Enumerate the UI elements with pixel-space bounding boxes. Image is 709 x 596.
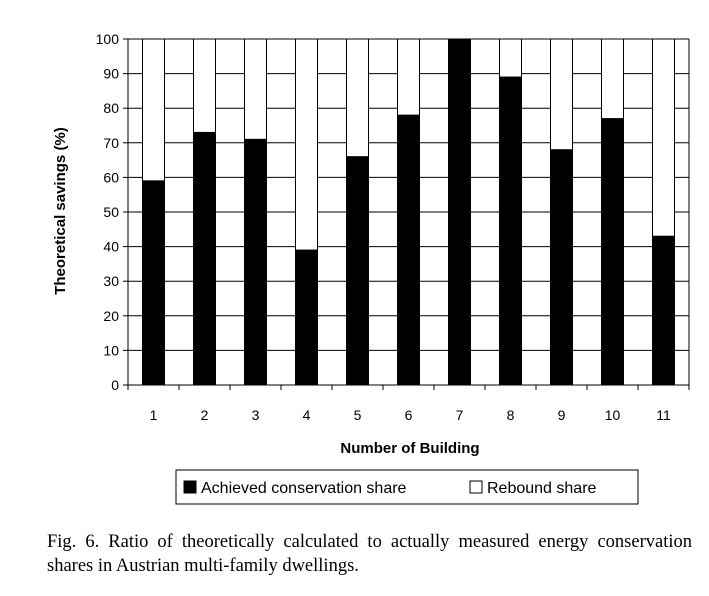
bar-rebound-2	[193, 38, 216, 133]
x-tick-label: 10	[605, 407, 621, 423]
bar-achieved-11	[652, 235, 675, 386]
x-tick-label: 6	[405, 407, 413, 423]
y-axis-title: Theoretical savings (%)	[52, 127, 69, 295]
x-tick-label: 2	[201, 407, 209, 423]
y-tick-label: 50	[103, 204, 119, 220]
bar-rebound-6	[397, 38, 420, 116]
bar-rebound-9	[550, 38, 573, 151]
legend: Achieved conservation share Rebound shar…	[175, 469, 639, 505]
legend-label-rebound: Rebound share	[487, 480, 597, 497]
bar-achieved-4	[295, 249, 318, 386]
y-tick-label: 0	[111, 377, 119, 393]
bar-achieved-10	[601, 118, 624, 386]
bars	[142, 38, 675, 386]
bar-achieved-8	[499, 76, 522, 386]
y-tick-label: 30	[103, 273, 119, 289]
bar-achieved-7	[448, 38, 471, 386]
y-tick-labels: 0 10 20 30 40 50 60 70 80 90 100	[96, 31, 128, 393]
y-tick-label: 10	[103, 342, 119, 358]
legend-swatch-rebound	[469, 480, 483, 494]
bar-rebound-11	[652, 38, 675, 237]
bar-rebound-10	[601, 38, 624, 120]
x-tick-label: 1	[150, 407, 158, 423]
bar-achieved-6	[397, 114, 420, 386]
y-tick-label: 80	[103, 100, 119, 116]
bar-achieved-1	[142, 180, 165, 386]
legend-box	[175, 469, 639, 505]
bar-achieved-3	[244, 138, 267, 386]
y-tick-label: 100	[96, 31, 120, 47]
x-tick-label: 5	[354, 407, 362, 423]
legend-swatch-achieved	[183, 480, 197, 494]
x-tick-label: 9	[558, 407, 566, 423]
bar-rebound-8	[499, 38, 522, 78]
y-tick-label: 60	[103, 169, 119, 185]
legend-label-achieved: Achieved conservation share	[201, 480, 407, 497]
x-tick-label: 4	[303, 407, 311, 423]
x-tick-label: 11	[656, 407, 671, 423]
bar-achieved-2	[193, 131, 216, 386]
y-tick-label: 20	[103, 308, 119, 324]
x-tick-labels: 1 2 3 4 5 6 7 8 9 10 11	[127, 385, 690, 423]
bar-rebound-4	[295, 38, 318, 251]
bar-rebound-1	[142, 38, 165, 182]
bar-rebound-3	[244, 38, 267, 140]
y-tick-label: 40	[103, 239, 119, 255]
bar-achieved-9	[550, 149, 573, 386]
x-axis-title: Number of Building	[340, 440, 479, 457]
bar-rebound-5	[346, 38, 369, 158]
figure-caption: Fig. 6. Ratio of theoretically calculate…	[47, 532, 692, 576]
y-tick-label: 70	[103, 135, 119, 151]
y-tick-label: 90	[103, 66, 119, 82]
x-tick-label: 8	[507, 407, 515, 423]
bar-achieved-5	[346, 156, 369, 386]
x-tick-label: 7	[456, 407, 464, 423]
x-tick-label: 3	[252, 407, 260, 423]
